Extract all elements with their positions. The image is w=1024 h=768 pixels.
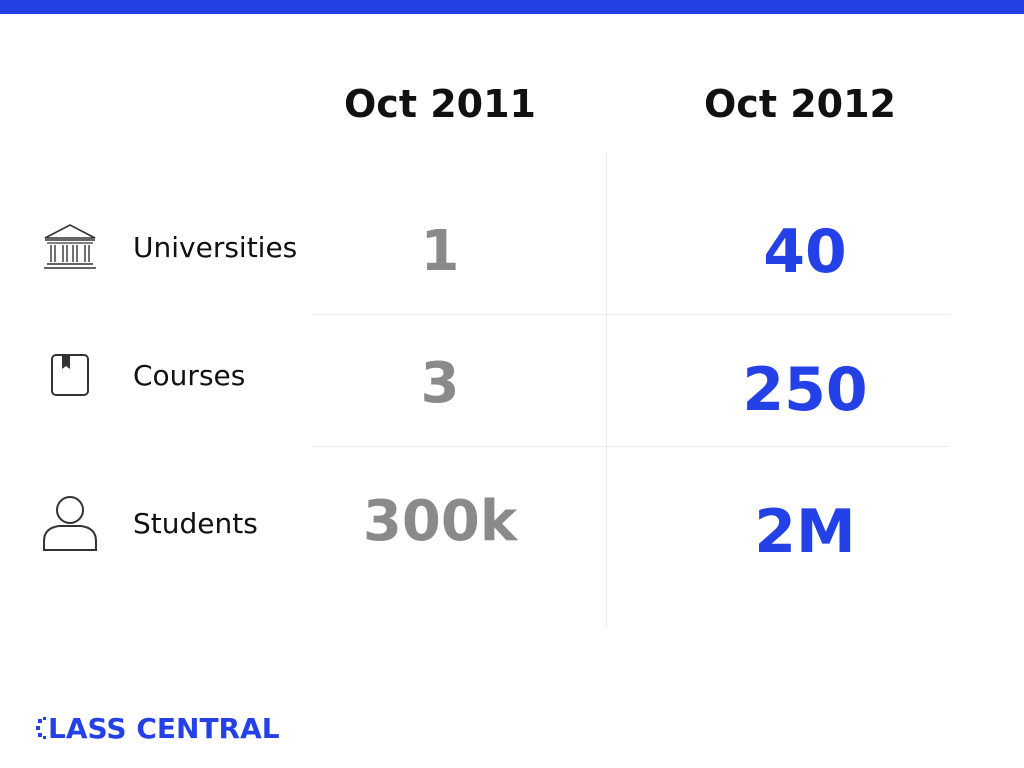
brand-name-text: LASS CENTRAL [48, 711, 280, 745]
row-divider [312, 446, 950, 447]
value-courses-2012: 250 [742, 355, 868, 425]
row-divider [312, 314, 950, 315]
logo-mark-icon [36, 717, 48, 739]
value-universities-2011: 1 [420, 219, 460, 284]
book-icon [40, 345, 100, 405]
top-accent-bar [0, 0, 1024, 14]
row-label-text: Universities [133, 230, 298, 264]
row-label-text: Students [133, 506, 258, 540]
value-courses-2011: 3 [420, 351, 460, 416]
value-students-2011: 300k [362, 489, 518, 554]
column-header-oct-2011: Oct 2011 [344, 82, 536, 126]
value-students-2012: 2M [754, 497, 856, 567]
column-divider [606, 152, 607, 628]
row-label-universities: Universities [40, 212, 310, 282]
person-icon [40, 493, 100, 553]
value-universities-2012: 40 [763, 217, 847, 287]
row-label-students: Students [40, 488, 310, 558]
column-header-oct-2012: Oct 2012 [704, 82, 896, 126]
row-label-text: Courses [133, 358, 246, 392]
class-central-logo: LASS CENTRAL [36, 708, 280, 748]
university-icon [40, 217, 100, 277]
row-label-courses: Courses [40, 340, 310, 410]
